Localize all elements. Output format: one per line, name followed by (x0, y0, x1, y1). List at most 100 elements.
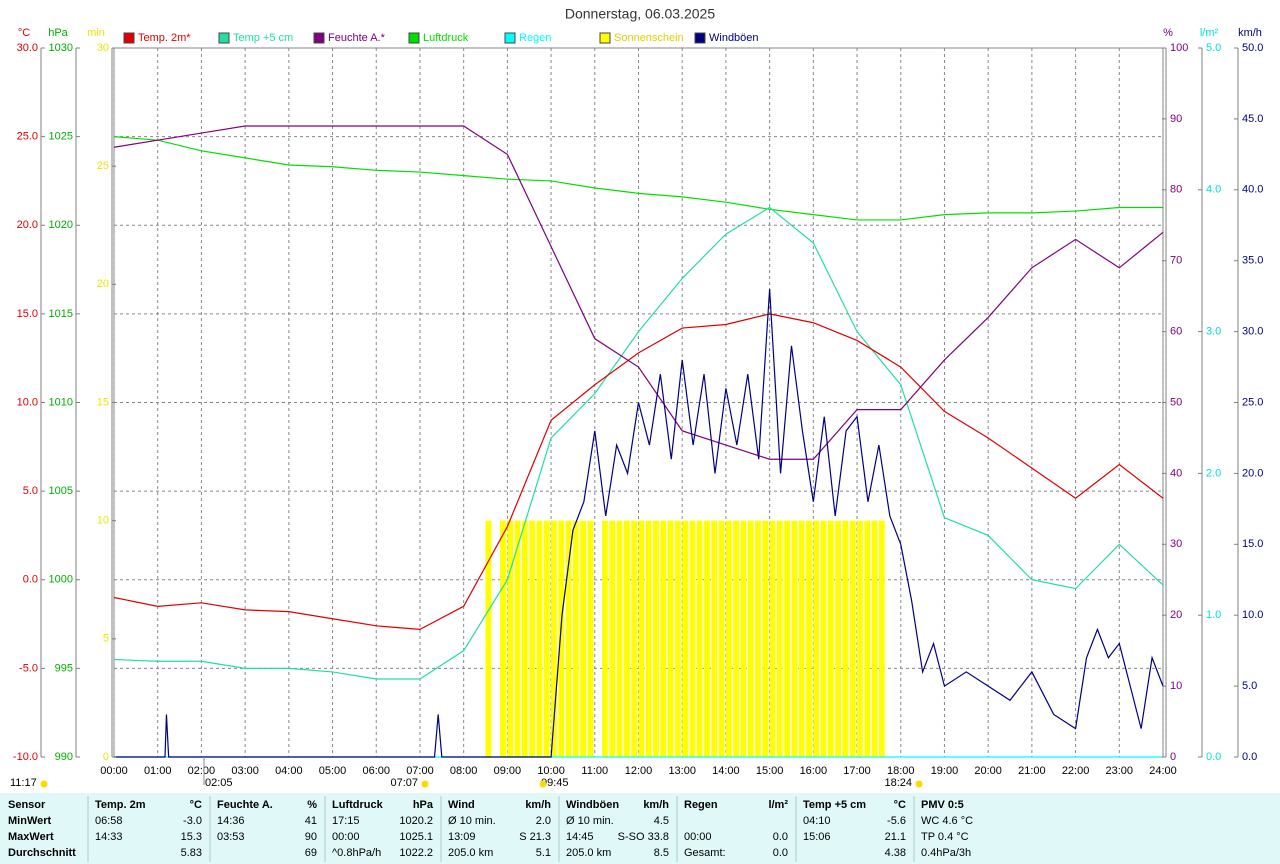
table-cell: 00:00 (684, 831, 712, 843)
y-tick-label: 35.0 (1242, 255, 1263, 267)
y-tick-label: 5.0 (1242, 680, 1257, 692)
table-cell: 21.1 (885, 831, 906, 843)
x-tick-label: 22:00 (1062, 765, 1090, 777)
legend-swatch (408, 32, 420, 44)
sunshine-bar (776, 520, 783, 757)
x-tick-label: 12:00 (625, 765, 653, 777)
x-tick-label: 24:00 (1149, 765, 1177, 777)
sunshine-bar (580, 520, 587, 757)
x-tick-label: 11:00 (581, 765, 608, 777)
series-line (113, 313, 1164, 630)
x-tick-label: 18:00 (887, 765, 915, 777)
sunshine-bar (835, 520, 841, 757)
table-cell: 15:06 (803, 831, 831, 843)
table-cell: 17:15 (332, 815, 360, 827)
sunshine-bar (572, 520, 579, 757)
y-tick-label: 15.0 (17, 308, 38, 320)
y-tick-label: 10 (1170, 680, 1182, 692)
sunshine-bar (857, 520, 863, 757)
table-cell: Regen (684, 799, 718, 811)
table-cell: Windböen (566, 799, 619, 811)
sunshine-bar (842, 520, 849, 757)
sunshine-bar (791, 520, 798, 757)
y-tick-label: 20 (97, 278, 109, 290)
table-cell: Temp +5 cm (803, 799, 866, 811)
x-tick-label: 09:00 (494, 765, 522, 777)
y-tick-label: 10 (97, 515, 109, 527)
x-tick-label: 02:00 (188, 765, 216, 777)
table-cell: 0.0 (773, 831, 788, 843)
legend-label: Regen (519, 32, 551, 44)
sunshine-bar (587, 520, 594, 757)
table-cell: MaxWert (8, 831, 54, 843)
sunshine-bar (660, 520, 667, 757)
axis-unit: % (1163, 27, 1173, 39)
legend-swatch (504, 32, 516, 44)
sunshine-bar (521, 520, 528, 757)
y-tick-label: 3.0 (1206, 326, 1221, 338)
axis-unit: l/m² (1200, 27, 1219, 39)
annotation: 09:45 (541, 777, 569, 789)
x-tick-label: 10:00 (537, 765, 565, 777)
x-tick-label: 01:00 (144, 765, 172, 777)
y-tick-label: 20 (1170, 609, 1182, 621)
table-cell: °C (190, 799, 202, 811)
table-cell: Luftdruck (332, 799, 384, 811)
table-cell: Ø 10 min. (566, 815, 614, 827)
sunshine-bar (565, 520, 572, 757)
sunshine-bar (602, 520, 608, 757)
axis-unit: km/h (1238, 27, 1262, 39)
y-tick-label: -10.0 (13, 751, 38, 763)
table-cell: km/h (643, 799, 669, 811)
sunshine-bar (827, 520, 834, 757)
y-tick-label: 1030 (49, 42, 73, 54)
y-tick-label: 5 (103, 633, 109, 645)
y-tick-label: 15 (97, 396, 109, 408)
table-cell: WC 4.6 °C (921, 815, 973, 827)
sunshine-bar (653, 520, 659, 757)
sun-icon (421, 780, 429, 788)
x-tick-label: 03:00 (231, 765, 259, 777)
y-tick-label: 20.0 (1242, 467, 1263, 479)
table-cell: l/m² (768, 799, 788, 811)
y-tick-label: 1005 (49, 485, 73, 497)
y-tick-label: 30.0 (17, 42, 38, 54)
table-cell: 03:53 (217, 831, 245, 843)
table-cell: 04:10 (803, 815, 831, 827)
sunshine-bar (864, 520, 871, 757)
table-cell: -3.0 (183, 815, 202, 827)
y-tick-label: 5.0 (1206, 42, 1221, 54)
legend-label: Feuchte A.* (328, 32, 386, 44)
y-tick-label: -5.0 (19, 662, 38, 674)
table-cell: 1025.1 (399, 831, 433, 843)
sunshine-bar (623, 520, 630, 757)
axis-unit: min (87, 27, 105, 39)
table-cell: Durchschnitt (8, 847, 76, 859)
y-tick-label: 25.0 (1242, 396, 1263, 408)
annotation: 18:24 (884, 777, 912, 789)
sunshine-bar (616, 520, 623, 757)
y-tick-label: 30 (1170, 538, 1182, 550)
y-tick-label: 100 (1170, 42, 1188, 54)
y-tick-label: 0.0 (1206, 751, 1221, 763)
y-tick-label: 45.0 (1242, 113, 1263, 125)
legend-swatch (218, 32, 230, 44)
table-cell: Sensor (8, 799, 46, 811)
table-cell: Ø 10 min. (448, 815, 496, 827)
legend-swatch (313, 32, 325, 44)
y-tick-label: 1020 (49, 219, 73, 231)
y-tick-label: 990 (55, 751, 73, 763)
y-tick-label: 25.0 (17, 131, 38, 143)
y-tick-label: 50 (1170, 396, 1182, 408)
annotation: 11:17 (10, 777, 37, 789)
table-cell: 0.4hPa/3h (921, 847, 971, 859)
table-cell: % (307, 799, 317, 811)
table-cell: 06:58 (95, 815, 123, 827)
table-cell: 00:00 (332, 831, 360, 843)
table-cell: S 21.3 (519, 831, 551, 843)
table-cell: 0.0 (773, 847, 788, 859)
y-tick-label: 4.0 (1206, 184, 1221, 196)
y-tick-label: 1000 (49, 574, 73, 586)
sunshine-bar (689, 520, 696, 757)
